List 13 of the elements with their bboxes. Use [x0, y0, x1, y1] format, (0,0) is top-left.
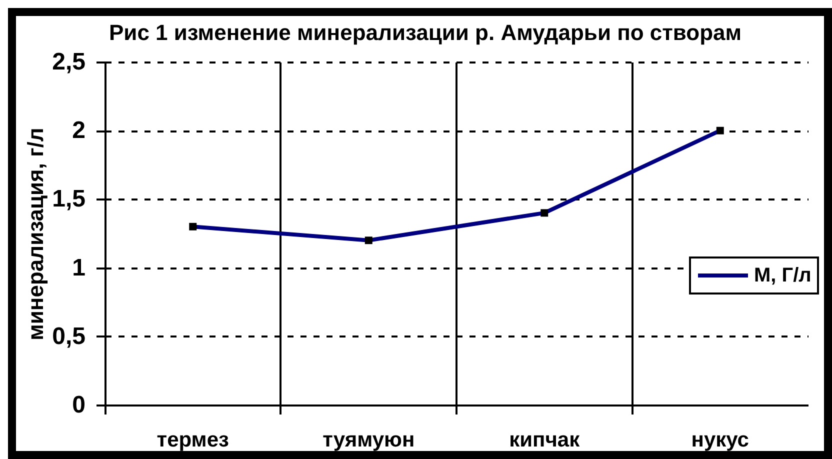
x-tick-label: нукус	[691, 428, 750, 452]
x-tick-label: термез	[156, 428, 229, 452]
y-tick-label: 2,5	[52, 48, 86, 76]
y-tick-label: 1	[72, 254, 86, 282]
y-tick-label: 1,5	[52, 186, 86, 213]
chart-title: Рис 1 изменение минерализации р. Амударьи по створам	[109, 20, 742, 45]
y-tick-label: 2	[72, 117, 86, 144]
legend-label: М, Г/л	[754, 264, 812, 287]
x-tick-label: кипчак	[509, 428, 580, 452]
y-axis-title: минерализация, г/л	[23, 128, 48, 340]
y-tick-label: 0,5	[52, 322, 86, 350]
y-tick-label: 0	[72, 392, 86, 418]
x-tick-label: туямуюн	[322, 428, 415, 452]
